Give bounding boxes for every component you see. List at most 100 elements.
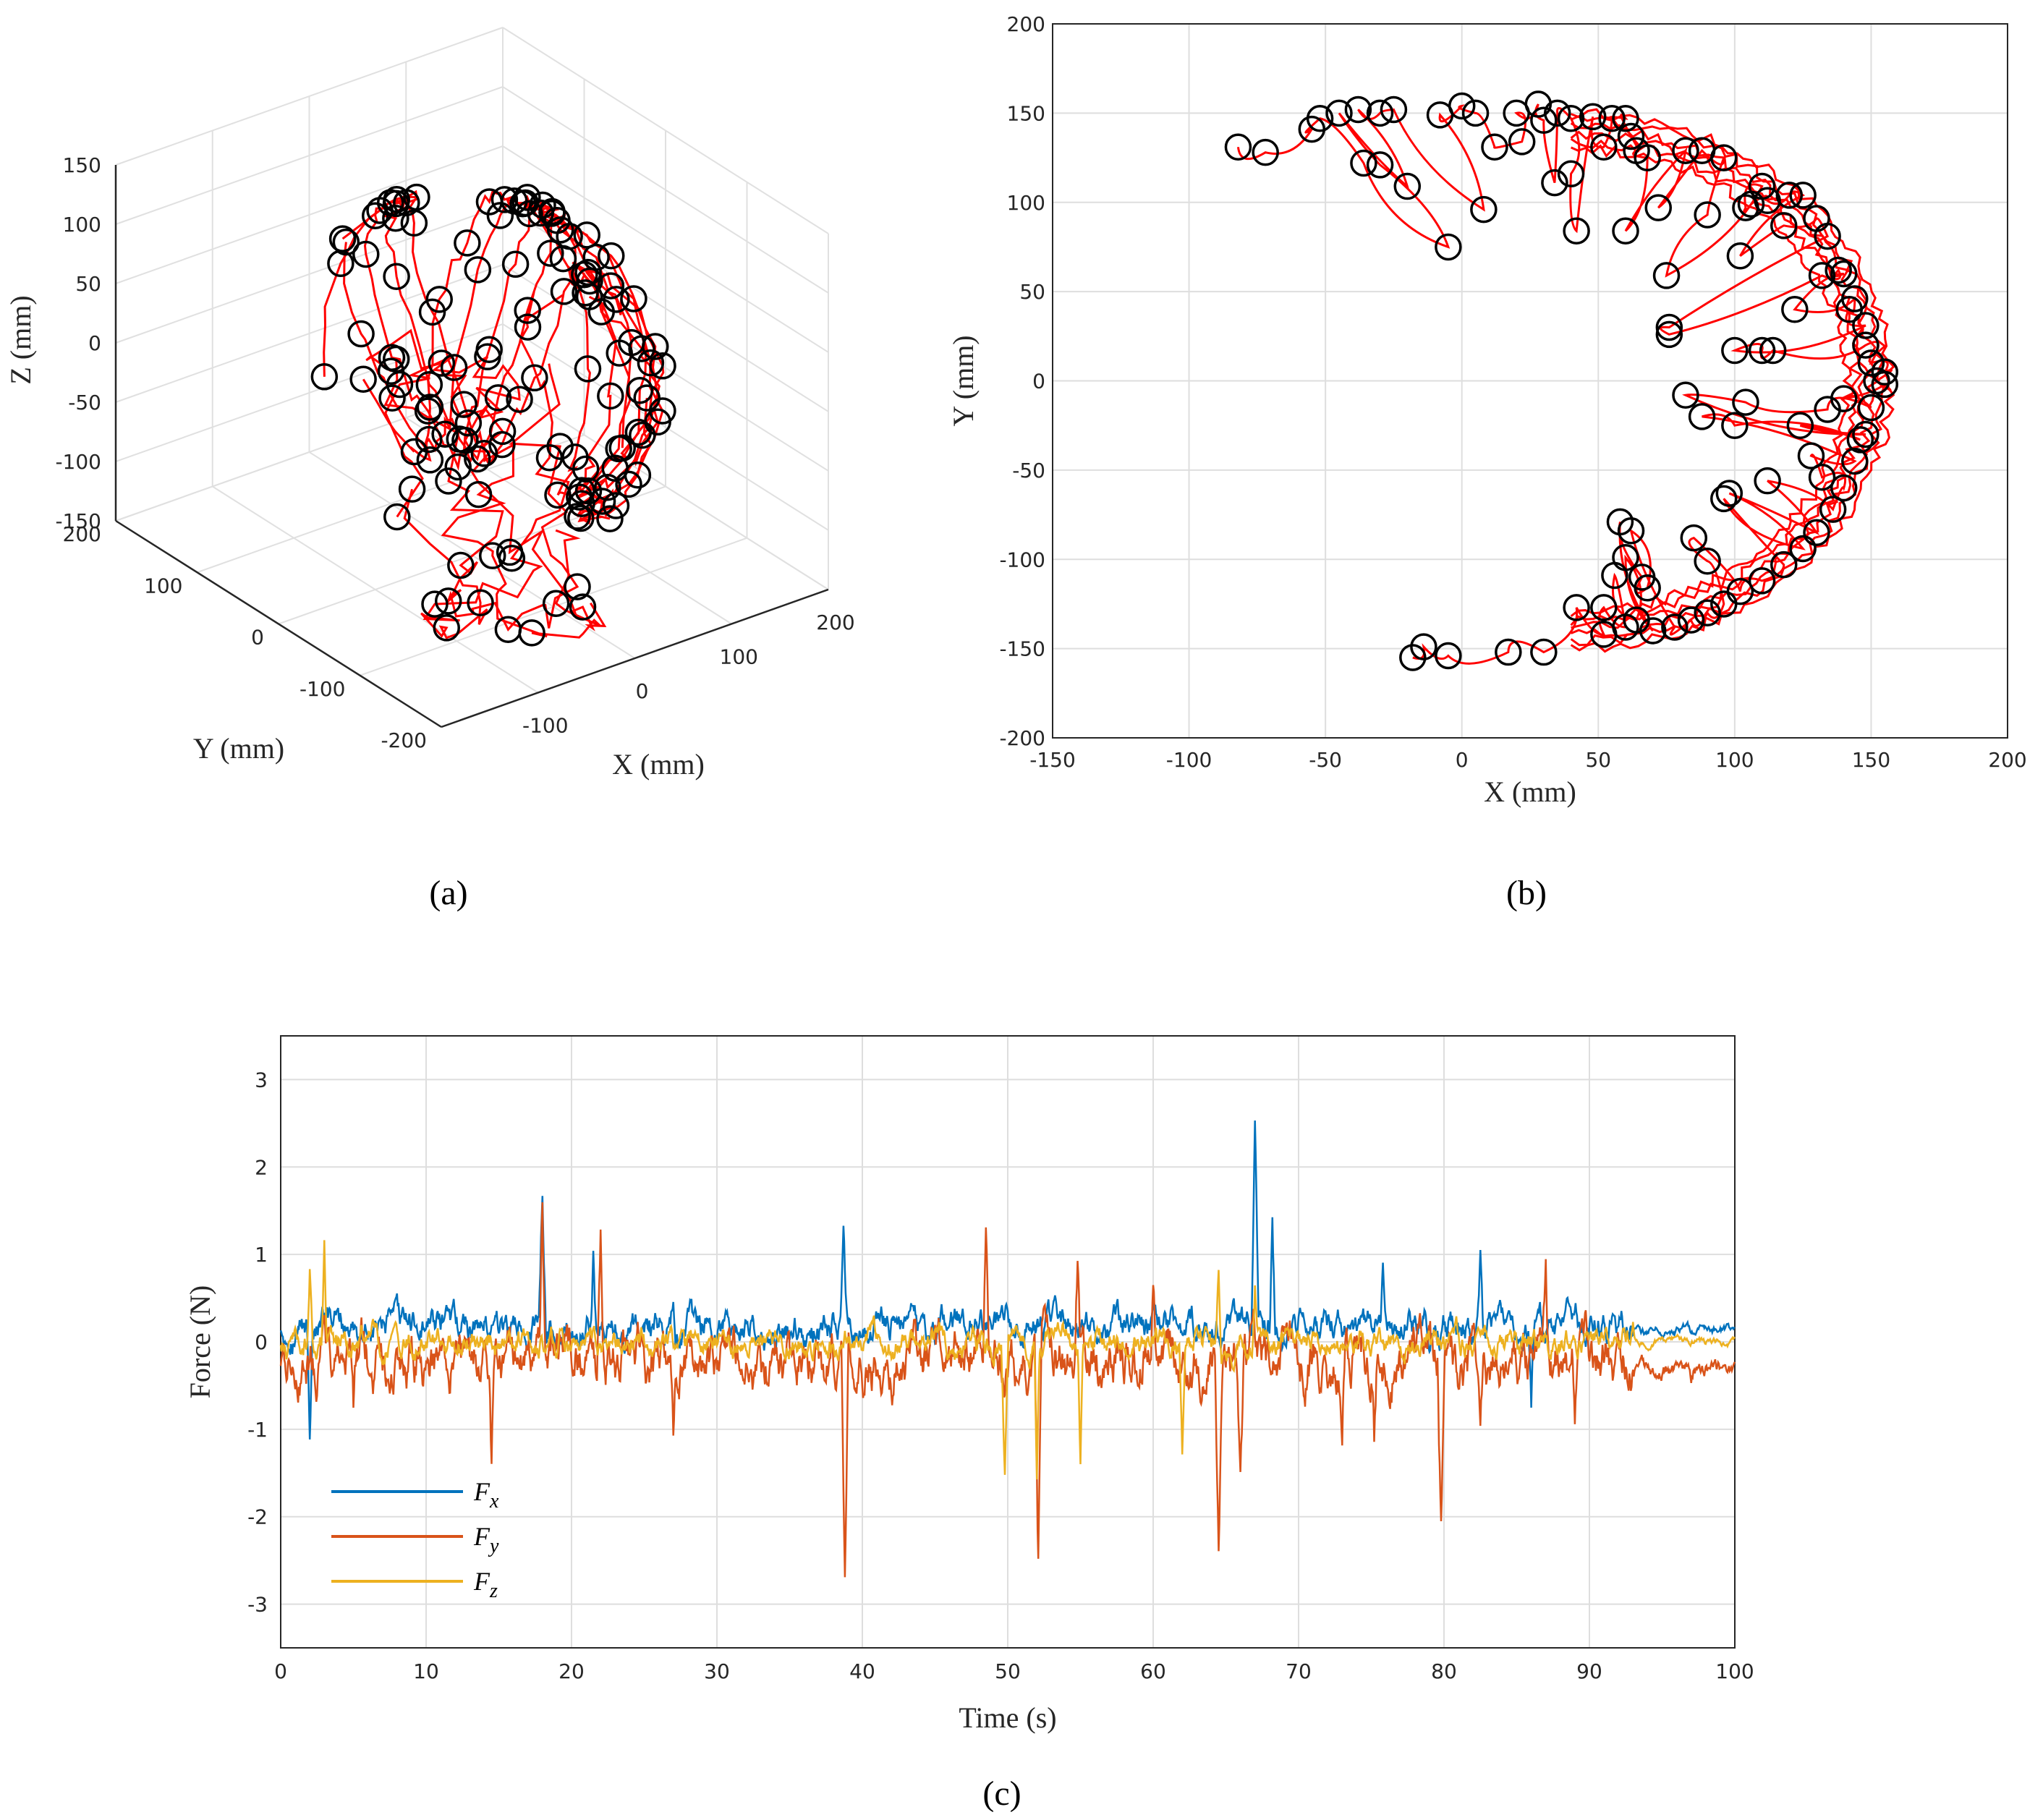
- x-axis-line: [441, 588, 829, 728]
- data-marker: [1652, 262, 1681, 289]
- data-marker: [556, 223, 583, 250]
- x-tick-label: 30: [704, 1659, 730, 1683]
- data-marker: [567, 504, 595, 532]
- data-marker: [1797, 442, 1825, 469]
- y-tick-label: 0: [255, 1330, 268, 1354]
- trajectory-line: [1570, 144, 1854, 618]
- data-marker: [594, 473, 621, 501]
- data-marker: [416, 394, 444, 421]
- x-tick-label: 200: [816, 611, 854, 634]
- data-marker: [1350, 149, 1377, 177]
- data-marker: [1495, 638, 1522, 666]
- data-marker: [467, 589, 494, 617]
- data-marker: [514, 297, 541, 324]
- data-marker: [642, 333, 669, 360]
- data-marker: [382, 345, 410, 373]
- data-marker: [1366, 99, 1394, 127]
- data-marker: [428, 349, 456, 377]
- data-marker: [1598, 105, 1626, 132]
- trajectory-line: [362, 190, 665, 498]
- data-marker: [415, 425, 443, 454]
- data-marker: [1852, 312, 1880, 339]
- data-marker: [649, 352, 676, 380]
- data-marker: [1579, 103, 1607, 131]
- data-marker: [514, 184, 541, 211]
- data-marker: [1481, 133, 1508, 161]
- data-marker: [425, 286, 453, 313]
- data-marker: [1557, 105, 1585, 132]
- data-marker: [1672, 137, 1699, 164]
- data-marker: [601, 454, 629, 482]
- data-marker: [498, 544, 526, 572]
- data-marker: [544, 481, 572, 509]
- data-marker: [574, 355, 602, 383]
- data-marker: [1655, 313, 1683, 341]
- data-marker: [1726, 242, 1754, 270]
- data-marker: [605, 435, 632, 463]
- data-marker: [1224, 133, 1252, 161]
- data-marker: [434, 587, 462, 615]
- data-marker: [494, 616, 522, 644]
- z-tick-label: 50: [75, 272, 101, 296]
- z-tick-label: -50: [68, 391, 101, 414]
- data-marker: [1252, 138, 1279, 166]
- data-marker: [1710, 144, 1738, 171]
- data-marker: [1857, 394, 1885, 422]
- x-tick-label: 100: [1715, 1659, 1754, 1683]
- data-marker: [398, 475, 426, 503]
- x-tick-label: 70: [1286, 1659, 1312, 1683]
- caption-a: (a): [429, 874, 467, 912]
- data-marker: [1380, 95, 1408, 124]
- data-marker: [1830, 385, 1858, 412]
- data-marker: [393, 189, 420, 217]
- data-marker: [1830, 260, 1858, 288]
- data-marker: [431, 420, 459, 448]
- data-marker: [488, 417, 517, 446]
- data-marker: [572, 279, 599, 307]
- data-marker: [633, 384, 661, 412]
- data-marker: [1590, 621, 1618, 648]
- data-marker: [1814, 222, 1841, 250]
- y-tick-label: 0: [1032, 370, 1045, 394]
- data-marker: [464, 480, 493, 509]
- data-marker: [514, 313, 542, 341]
- data-marker: [352, 240, 380, 268]
- data-marker: [474, 343, 501, 370]
- data-marker: [598, 242, 625, 270]
- data-marker: [537, 239, 564, 267]
- data-marker: [1748, 567, 1776, 595]
- x-tick-label: 50: [995, 1659, 1021, 1683]
- x-tick-label: 80: [1431, 1659, 1457, 1683]
- data-marker: [470, 440, 498, 467]
- data-marker: [1344, 95, 1372, 124]
- data-marker: [1435, 642, 1462, 670]
- data-marker: [1803, 519, 1830, 546]
- data-marker: [1563, 594, 1590, 621]
- data-marker: [1825, 256, 1852, 284]
- data-marker: [568, 490, 595, 518]
- data-marker: [1694, 547, 1721, 575]
- data-marker: [1530, 106, 1558, 134]
- data-marker: [629, 421, 656, 449]
- series-line-z: [279, 1240, 1736, 1480]
- y-tick-label: -1: [247, 1418, 268, 1442]
- data-marker: [574, 477, 603, 505]
- data-marker: [1590, 594, 1618, 621]
- data-marker: [1634, 144, 1661, 171]
- data-marker: [1410, 633, 1437, 660]
- data-marker: [488, 430, 516, 459]
- z-tick-label: -100: [55, 450, 101, 474]
- caption-b: (b): [1506, 874, 1547, 912]
- y-tick-label: -50: [1012, 459, 1045, 482]
- data-marker: [1789, 535, 1817, 563]
- data-marker: [1775, 182, 1804, 209]
- data-marker: [433, 614, 460, 642]
- data-marker: [451, 427, 479, 454]
- panel-a-3d-plot: -100 0 100 200 200 100 0 -100 -200 150 100 50 0 -50 -1…: [4, 27, 855, 781]
- data-marker: [1325, 99, 1353, 127]
- data-marker: [1808, 463, 1836, 491]
- x-tick-label: -100: [522, 714, 569, 738]
- data-marker: [1612, 105, 1639, 132]
- z-axis-label: Z (mm): [4, 295, 37, 384]
- legend-label-y: Fy: [473, 1522, 499, 1557]
